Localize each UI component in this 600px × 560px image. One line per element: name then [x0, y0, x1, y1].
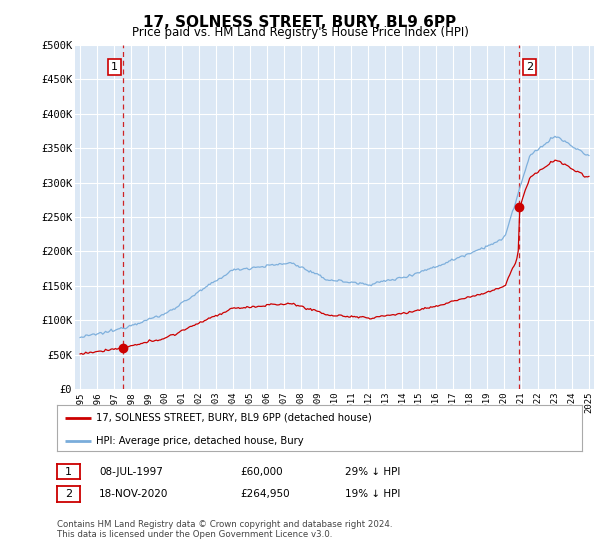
Text: £60,000: £60,000	[240, 466, 283, 477]
Text: 29% ↓ HPI: 29% ↓ HPI	[345, 466, 400, 477]
Text: 2: 2	[526, 62, 533, 72]
Text: 1: 1	[111, 62, 118, 72]
Text: £264,950: £264,950	[240, 489, 290, 499]
Text: 19% ↓ HPI: 19% ↓ HPI	[345, 489, 400, 499]
Text: 1: 1	[65, 466, 72, 477]
Text: 17, SOLNESS STREET, BURY, BL9 6PP: 17, SOLNESS STREET, BURY, BL9 6PP	[143, 15, 457, 30]
Text: HPI: Average price, detached house, Bury: HPI: Average price, detached house, Bury	[97, 436, 304, 446]
Text: 2: 2	[65, 489, 72, 499]
Text: 18-NOV-2020: 18-NOV-2020	[99, 489, 169, 499]
Text: 17, SOLNESS STREET, BURY, BL9 6PP (detached house): 17, SOLNESS STREET, BURY, BL9 6PP (detac…	[97, 413, 372, 423]
Text: 08-JUL-1997: 08-JUL-1997	[99, 466, 163, 477]
Text: Contains HM Land Registry data © Crown copyright and database right 2024.
This d: Contains HM Land Registry data © Crown c…	[57, 520, 392, 539]
Text: Price paid vs. HM Land Registry's House Price Index (HPI): Price paid vs. HM Land Registry's House …	[131, 26, 469, 39]
